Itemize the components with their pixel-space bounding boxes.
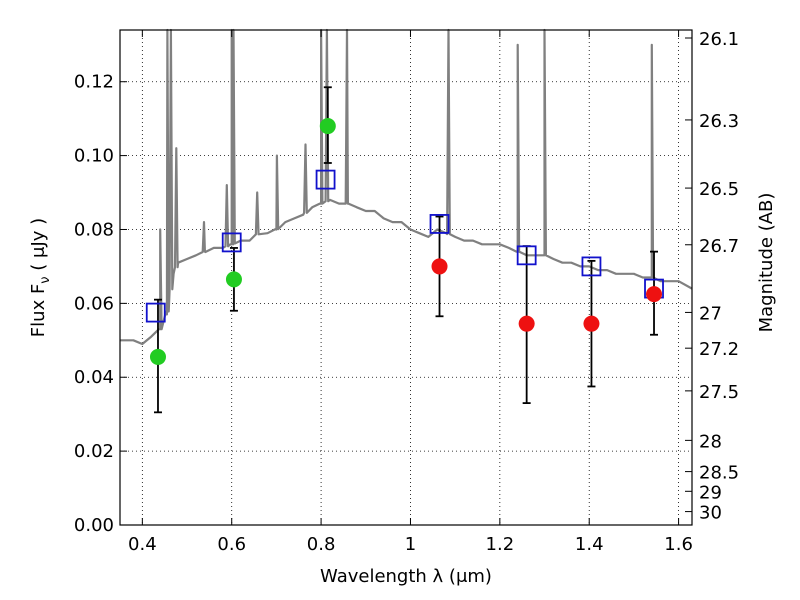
y2-tick-label: 27.2: [699, 339, 739, 360]
green-data-point: [225, 271, 242, 288]
y2-axis-label: Magnitude (AB): [756, 193, 777, 333]
model-box-markers: [145, 169, 664, 323]
y-axis-label: Flux Fν ( μJy ): [28, 218, 53, 337]
model-box-marker: [145, 302, 166, 323]
y2-tick-label: 28.5: [699, 463, 739, 484]
x-tick-label: 1.4: [575, 534, 604, 555]
red-data-point: [583, 315, 600, 332]
y-axis-label-subscript: ν: [38, 276, 53, 283]
y2-tick-label: 29: [699, 482, 722, 503]
y2-tick-label: 27.5: [699, 382, 739, 403]
x-tick-label: 1.6: [664, 534, 693, 555]
y-tick-label: 0.12: [74, 72, 114, 93]
x-axis-label: Wavelength λ (μm): [320, 566, 492, 587]
y2-tick-label: 26.7: [699, 236, 739, 257]
model-box-marker: [315, 169, 336, 190]
data-points: [149, 118, 663, 365]
y2-tick-label: 27: [699, 303, 722, 324]
y2-tick-label: 26.1: [699, 29, 739, 50]
y-axis-label-main: Flux F: [28, 284, 49, 338]
green-data-point: [319, 118, 336, 135]
y-axis-label-unit: ( μJy ): [28, 218, 49, 277]
y-tick-label: 0.10: [74, 146, 114, 167]
x-tick-label: 0.8: [307, 534, 336, 555]
y-tick-label: 0.02: [74, 441, 114, 462]
model-box-marker: [581, 256, 602, 277]
model-spectrum: [120, 28, 693, 346]
x-tick-label: 0.4: [128, 534, 157, 555]
model-spectrum-line: [120, 28, 693, 346]
y2-tick-label: 30: [699, 503, 722, 524]
model-box-marker: [221, 232, 242, 253]
y-tick-label: 0.06: [74, 293, 114, 314]
plot-frame: [119, 29, 693, 526]
red-data-point: [518, 315, 535, 332]
y2-tick-label: 26.3: [699, 111, 739, 132]
axis-ticks: 0.4 0.6 0.8 1 1.2 1.4 1.6 0.00 0.02 0.04 0.06 0.08 0…: [74, 29, 739, 555]
green-data-point: [149, 348, 166, 365]
x-tick-label: 0.6: [217, 534, 246, 555]
y-tick-label: 0.08: [74, 219, 114, 240]
y-tick-label: 0.00: [74, 515, 114, 536]
model-box-marker: [516, 245, 537, 266]
error-bars: [153, 86, 659, 414]
y2-tick-label: 28: [699, 431, 722, 452]
y-tick-label: 0.04: [74, 367, 114, 388]
x-tick-label: 1.2: [486, 534, 515, 555]
x-tick-label: 1: [405, 534, 416, 555]
red-data-point: [646, 286, 663, 303]
red-data-point: [431, 258, 448, 275]
y2-tick-label: 26.5: [699, 179, 739, 200]
model-box-marker: [429, 214, 450, 234]
grid-lines: [120, 30, 692, 526]
